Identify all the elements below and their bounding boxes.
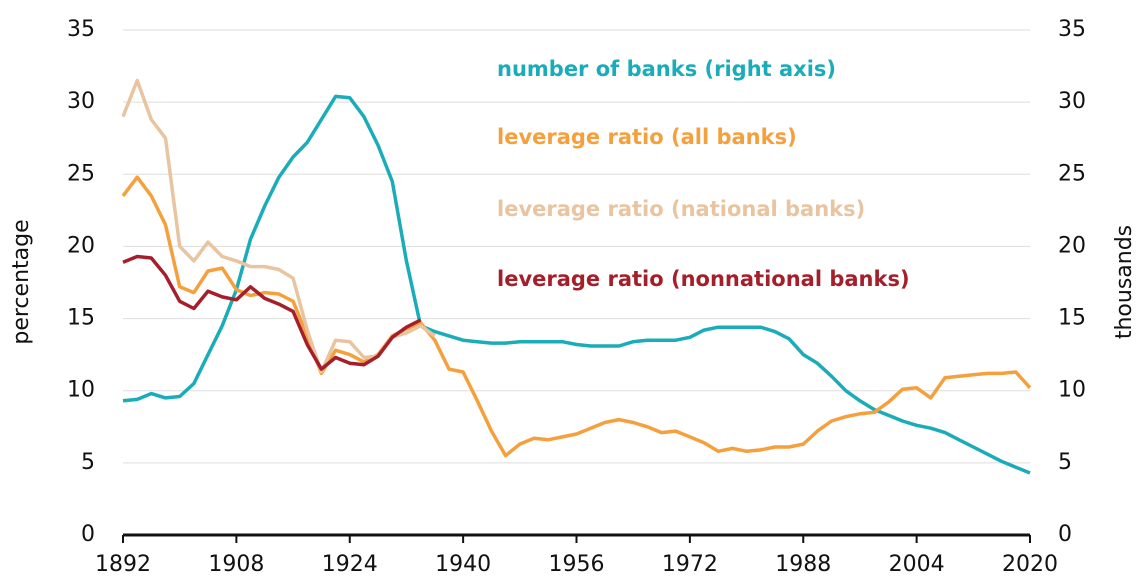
x-tick-label: 1988 [775, 552, 831, 577]
y-tick-label: 30 [67, 89, 95, 114]
legend-label: leverage ratio (national banks) [497, 197, 865, 221]
y-axis-label: percentage [9, 219, 34, 344]
y2-tick-label: 10 [1058, 378, 1086, 403]
series-line [122, 254, 422, 371]
y2-axis-label: thousands [1112, 225, 1137, 339]
series-line [122, 94, 1031, 475]
x-tick-label: 1924 [322, 552, 378, 577]
legend-label: number of banks (right axis) [497, 57, 836, 81]
y-tick-label: 5 [81, 450, 95, 475]
x-tick-label: 2020 [1002, 552, 1058, 577]
y2-tick-label: 0 [1058, 522, 1072, 547]
x-tick-label: 2004 [889, 552, 945, 577]
y2-tick-label: 35 [1058, 17, 1086, 42]
y2-tick-label: 20 [1058, 233, 1086, 258]
y-tick-label: 25 [67, 161, 95, 186]
x-tick-label: 1892 [95, 552, 151, 577]
y-tick-label: 35 [67, 17, 95, 42]
series-line [121, 78, 436, 374]
y2-tick-label: 30 [1058, 89, 1086, 114]
legend-label: leverage ratio (nonnational banks) [497, 267, 910, 291]
y2-tick-label: 25 [1058, 161, 1086, 186]
x-tick-label: 1956 [549, 552, 605, 577]
y-tick-label: 0 [81, 522, 95, 547]
series-line [121, 175, 1032, 458]
x-tick-label: 1940 [435, 552, 491, 577]
x-tick-label: 1908 [208, 552, 264, 577]
legend-label: leverage ratio (all banks) [497, 125, 797, 149]
x-tick-label: 1972 [662, 552, 718, 577]
y-tick-label: 10 [67, 378, 95, 403]
y-tick-label: 20 [67, 233, 95, 258]
y2-tick-label: 15 [1058, 306, 1086, 331]
y-tick-label: 15 [67, 306, 95, 331]
y2-tick-label: 5 [1058, 450, 1072, 475]
